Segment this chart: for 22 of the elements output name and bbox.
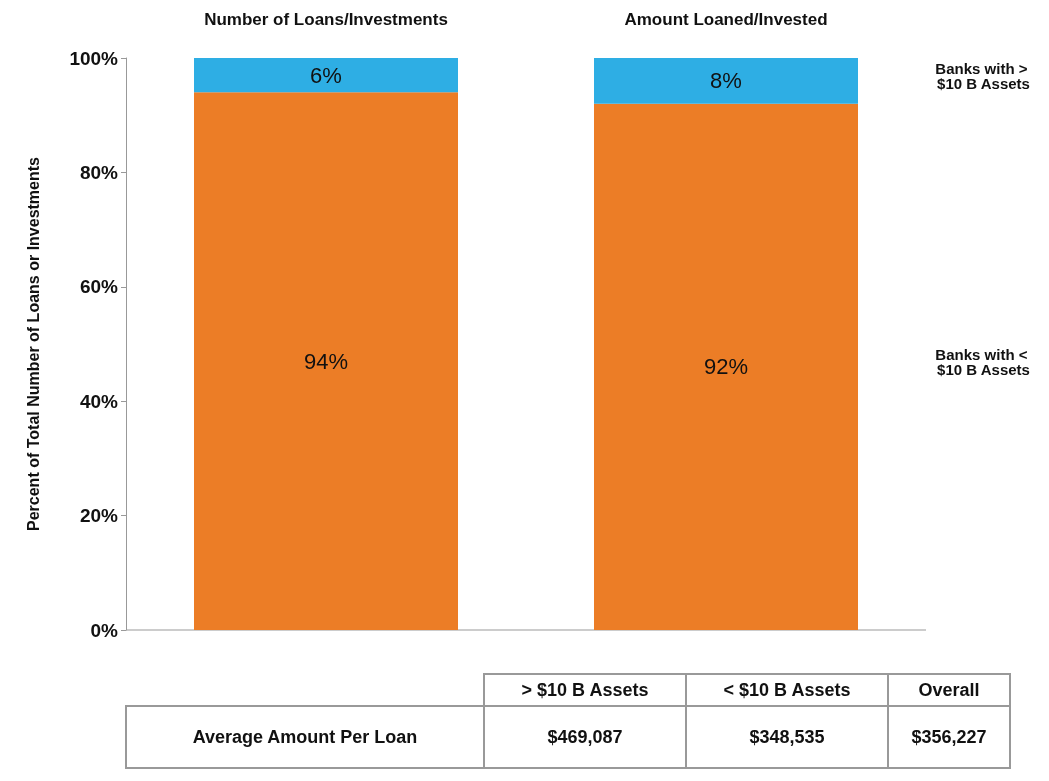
data-label: 6% bbox=[310, 62, 342, 88]
text: > $10 B Assets bbox=[484, 674, 686, 706]
y-tick-label: 40% bbox=[79, 390, 119, 412]
y-tick-label: 80% bbox=[79, 161, 119, 183]
text: Average Amount Per Loan bbox=[126, 706, 484, 768]
y-tick-label: 60% bbox=[79, 276, 119, 298]
text: $356,227 bbox=[887, 706, 1010, 768]
text: Banks with > $10 B Assets bbox=[935, 59, 1032, 92]
data-label: 94% bbox=[303, 348, 349, 374]
text: < $10 B Assets bbox=[685, 674, 888, 706]
y-tick-label: 20% bbox=[79, 505, 119, 527]
x-tick-label: Amount Loaned/Invested bbox=[624, 10, 828, 29]
text: Overall bbox=[887, 674, 1010, 706]
x-tick-label: Number of Loans/Investments bbox=[204, 10, 448, 29]
y-tick-label: 0% bbox=[90, 619, 119, 641]
text: $469,087 bbox=[484, 706, 686, 768]
data-label: 92% bbox=[703, 354, 749, 380]
y-tick-label: 100% bbox=[69, 47, 119, 69]
data-label: 8% bbox=[710, 68, 742, 94]
text: $348,535 bbox=[685, 706, 888, 768]
y-axis-title: Percent of Total Number of Loans or Investments bbox=[24, 156, 42, 531]
text: Banks with < $10 B Assets bbox=[935, 345, 1032, 378]
